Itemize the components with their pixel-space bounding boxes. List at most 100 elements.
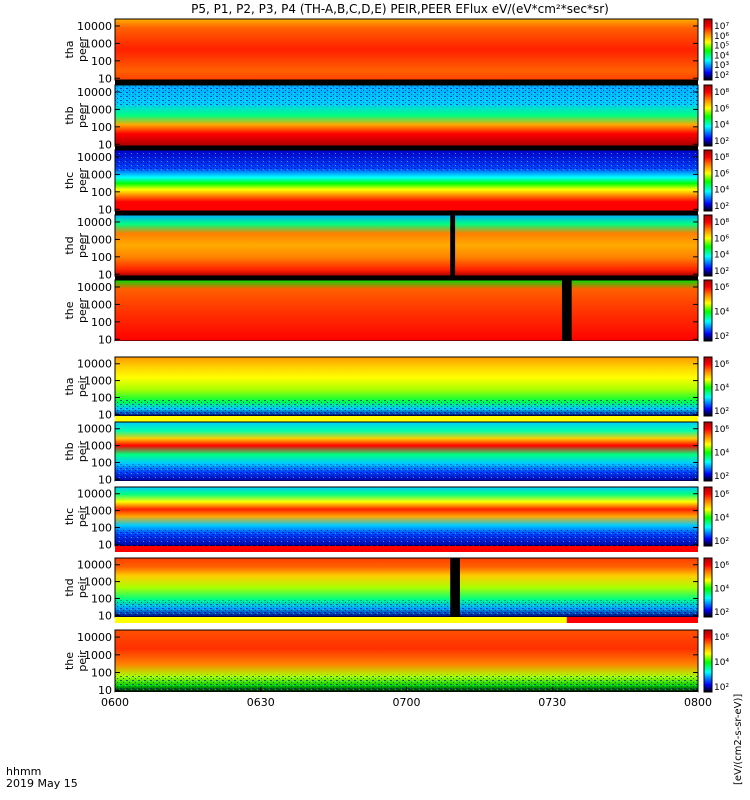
colorbar-tick-label: 10⁶ bbox=[714, 104, 729, 114]
y-tick-label: 1000 bbox=[84, 168, 112, 181]
colorbar-tick-label: 10² bbox=[714, 683, 729, 693]
y-tick-label: 10000 bbox=[77, 151, 112, 164]
colorbar-tick-label: 10⁷ bbox=[714, 22, 729, 32]
colorbar: 10⁶ 10⁴ 10² bbox=[703, 356, 729, 417]
panel-label-product: peer bbox=[76, 103, 89, 129]
colorbar-tick-label: 10² bbox=[714, 537, 729, 547]
colorbar-tick-label: 10⁴ bbox=[714, 186, 729, 196]
colorbar: 10⁸ 10⁶ 10⁴ 10² bbox=[703, 214, 729, 277]
y-tick-label: 100 bbox=[91, 251, 112, 264]
colorbar-tick-label: 10⁶ bbox=[714, 32, 729, 42]
colorbar-tick-label: 10⁴ bbox=[714, 384, 729, 394]
spectrogram-image bbox=[115, 19, 698, 80]
colorbar: 10⁶ 10⁴ 10² bbox=[703, 557, 729, 618]
y-tick-label: 10 bbox=[98, 203, 112, 216]
corner-label-date: 2019 May 15 bbox=[6, 777, 78, 790]
colorbar-scale bbox=[703, 279, 713, 342]
mode-bar bbox=[115, 617, 567, 623]
y-tick-label: 10000 bbox=[77, 559, 112, 572]
y-tick-label: 10000 bbox=[77, 631, 112, 644]
colorbar-tick-label: 10⁶ bbox=[714, 633, 729, 643]
panel-label-product: peir bbox=[76, 650, 89, 672]
colorbar-tick-label: 10⁶ bbox=[714, 561, 729, 571]
colorbar-tick-label: 10⁶ bbox=[714, 490, 729, 500]
colorbar-tick-label: 10⁶ bbox=[714, 169, 729, 179]
colorbar-tick-label: 10⁴ bbox=[714, 121, 729, 131]
colorbar-tick-label: 10² bbox=[714, 608, 729, 618]
panel-label-probe: thc bbox=[63, 508, 76, 525]
y-tick-label: 100 bbox=[91, 55, 112, 68]
mode-bar bbox=[115, 692, 698, 698]
mode-bar bbox=[115, 146, 698, 152]
colorbar-tick-label: 10⁴ bbox=[714, 514, 729, 524]
colorbar-tick-label: 10⁵ bbox=[714, 42, 729, 52]
y-tick-label: 10 bbox=[98, 609, 112, 622]
colorbar-tick-label: 10⁸ bbox=[714, 153, 729, 163]
noise-texture bbox=[115, 150, 698, 172]
mode-bar-segment bbox=[566, 617, 698, 623]
y-tick-label: 1000 bbox=[84, 440, 112, 453]
panel-label-probe: the bbox=[63, 301, 76, 319]
colorbar-tick-label: 10⁸ bbox=[714, 218, 729, 228]
x-tick-label: 0730 bbox=[538, 696, 566, 709]
data-gap bbox=[561, 280, 572, 341]
mode-bar bbox=[115, 416, 698, 422]
y-tick-label: 10 bbox=[98, 684, 112, 697]
colorbar-tick-label: 10⁴ bbox=[714, 449, 729, 459]
y-tick-label: 1000 bbox=[84, 375, 112, 388]
y-tick-label: 100 bbox=[91, 316, 112, 329]
colorbar: 10⁶ 10⁴ 10² bbox=[703, 629, 729, 693]
y-tick-label: 10 bbox=[98, 138, 112, 151]
y-tick-label: 100 bbox=[91, 121, 112, 134]
panel-label-probe: tha bbox=[63, 40, 76, 58]
colorbar-tick-label: 10⁶ bbox=[714, 283, 729, 293]
y-tick-label: 1000 bbox=[84, 576, 112, 589]
colorbar-tick-label: 10³ bbox=[714, 61, 729, 71]
y-tick-label: 10 bbox=[98, 333, 112, 346]
corner-label-hhmm: hhmm bbox=[6, 765, 41, 778]
y-tick-label: 1000 bbox=[84, 505, 112, 518]
y-tick-label: 10000 bbox=[77, 86, 112, 99]
panel-label-product: peir bbox=[76, 505, 89, 527]
colorbar-scale bbox=[703, 486, 713, 547]
colorbar-tick-label: 10² bbox=[714, 71, 729, 81]
x-tick-label: 0700 bbox=[393, 696, 421, 709]
chart-title: P5, P1, P2, P3, P4 (TH-A,B,C,D,E) PEIR,P… bbox=[191, 2, 609, 16]
colorbar-scale bbox=[703, 421, 713, 482]
y-tick-label: 10000 bbox=[77, 423, 112, 436]
colorbar-tick-label: 10⁸ bbox=[714, 88, 729, 98]
y-tick-label: 1000 bbox=[84, 233, 112, 246]
y-tick-label: 1000 bbox=[84, 649, 112, 662]
spectrogram-image bbox=[115, 280, 698, 341]
colorbar-tick-label: 10⁶ bbox=[714, 425, 729, 435]
colorbar-tick-label: 10⁴ bbox=[714, 308, 729, 318]
colorbar: 10⁶ 10⁴ 10² bbox=[703, 421, 729, 482]
y-tick-label: 10 bbox=[98, 408, 112, 421]
panel-label-product: peir bbox=[76, 576, 89, 598]
panel-label-probe: thd bbox=[63, 236, 76, 254]
panel-label-product: peir bbox=[76, 440, 89, 462]
panel-label-product: peer bbox=[76, 168, 89, 194]
colorbar-scale bbox=[703, 84, 713, 147]
colorbar: 10⁶ 10⁴ 10² bbox=[703, 486, 729, 547]
x-tick-label: 0630 bbox=[247, 696, 275, 709]
panel-label-probe: the bbox=[63, 652, 76, 670]
y-tick-label: 10000 bbox=[77, 358, 112, 371]
y-tick-label: 10000 bbox=[77, 216, 112, 229]
colorbar-tick-label: 10² bbox=[714, 472, 729, 482]
y-tick-label: 1000 bbox=[84, 298, 112, 311]
mode-bar bbox=[115, 80, 698, 86]
x-tick-label: 0600 bbox=[101, 696, 129, 709]
colorbar-tick-label: 10² bbox=[714, 202, 729, 212]
noise-texture bbox=[115, 600, 698, 617]
panel-label-product: peer bbox=[76, 298, 89, 324]
colorbar-tick-label: 10² bbox=[714, 332, 729, 342]
mode-bar bbox=[115, 546, 698, 552]
panel-label-probe: thb bbox=[63, 442, 76, 460]
